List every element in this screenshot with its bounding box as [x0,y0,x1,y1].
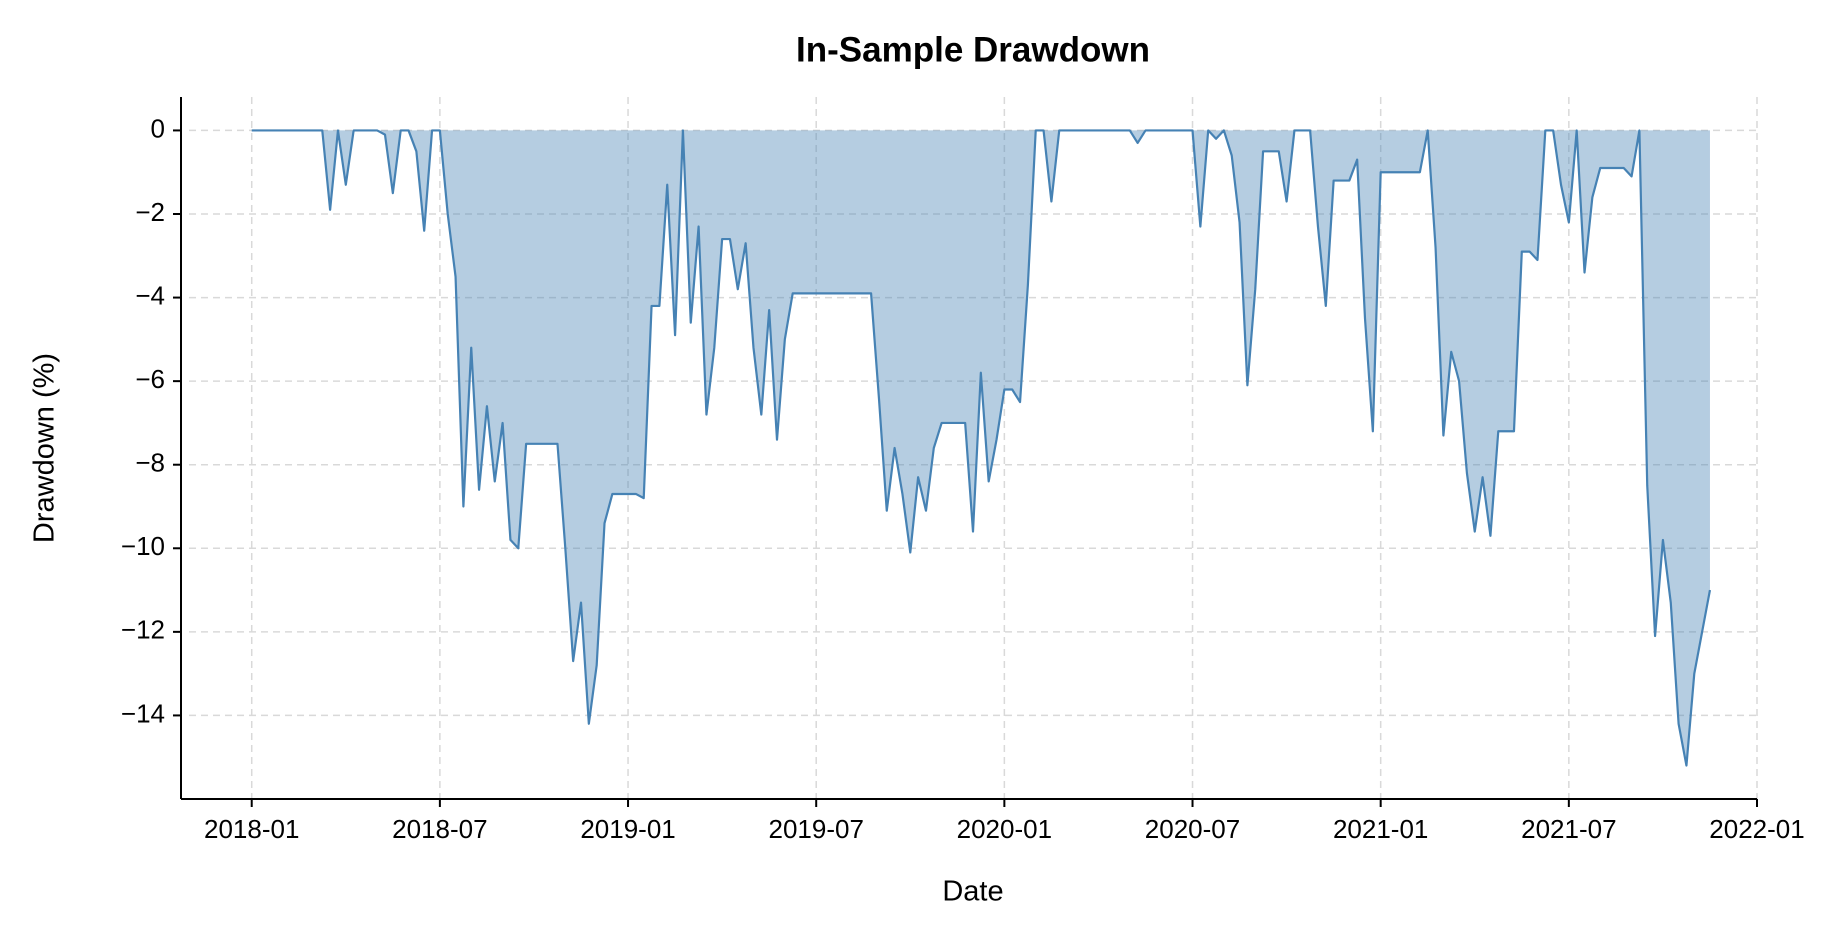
y-tick-label: −14 [121,698,165,728]
y-tick-label: −6 [135,364,165,394]
y-tick-label: −10 [121,531,165,561]
line [251,129,1712,767]
y-axis-label: Drawdown (%) [29,353,61,543]
y-tick-label: −4 [135,280,165,310]
x-tick-label: 2020-07 [1145,814,1240,844]
x-tick-label: 2021-07 [1521,814,1616,844]
x-tick-label: 2020-01 [957,814,1052,844]
x-tick-label: 2022-01 [1709,814,1804,844]
y-tick-label: −2 [135,197,165,227]
x-tick-label: 2018-07 [392,814,487,844]
x-tick-label: 2018-01 [204,814,299,844]
x-tick-label: 2021-01 [1333,814,1428,844]
y-tick-label: −8 [135,448,165,478]
x-tick-label: 2019-01 [580,814,675,844]
x-axis-label: Date [942,876,1003,908]
y-tick-label: 0 [151,113,165,143]
chart-title: In-Sample Drawdown [796,30,1150,69]
area-fill [251,130,1710,766]
x-tick-label: 2019-07 [768,814,863,844]
y-tick-label: −12 [121,615,165,645]
